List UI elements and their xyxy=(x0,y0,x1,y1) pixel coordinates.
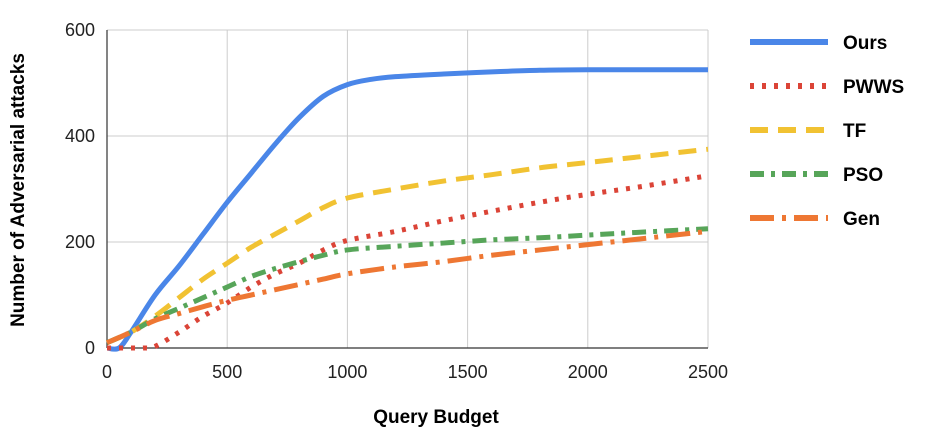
y-tick-label: 400 xyxy=(65,126,95,146)
x-tick-label: 1000 xyxy=(327,362,367,382)
x-tick-label: 1500 xyxy=(448,362,488,382)
x-tick-label: 2500 xyxy=(688,362,728,382)
series-line-pso xyxy=(105,226,709,345)
series-lines xyxy=(105,67,709,352)
x-tick-labels: 0 500 1000 1500 2000 2500 xyxy=(102,362,728,382)
legend-label-pso: PSO xyxy=(843,165,883,186)
legend-label-ours: Ours xyxy=(843,33,887,54)
x-tick-label: 2000 xyxy=(568,362,608,382)
legend-label-tf: TF xyxy=(843,121,866,142)
legend-label-gen: Gen xyxy=(843,209,880,230)
series-line-ours xyxy=(106,67,708,352)
series-line-tf xyxy=(105,146,709,345)
gridlines xyxy=(106,29,709,349)
series-line-pwws xyxy=(107,173,709,351)
x-tick-label: 0 xyxy=(102,362,112,382)
legend-label-pwws: PWWS xyxy=(843,77,904,98)
y-axis-title: Number of Adversarial attacks xyxy=(8,53,29,327)
y-tick-labels: 0 200 400 600 xyxy=(65,20,95,358)
y-tick-label: 600 xyxy=(65,20,95,40)
x-axis-title: Query Budget xyxy=(373,407,499,428)
y-tick-label: 200 xyxy=(65,232,95,252)
y-tick-label: 0 xyxy=(85,338,95,358)
legend: Ours PWWS TF PSO Gen xyxy=(750,33,904,230)
x-tick-label: 500 xyxy=(212,362,242,382)
series-line-gen xyxy=(105,228,709,345)
